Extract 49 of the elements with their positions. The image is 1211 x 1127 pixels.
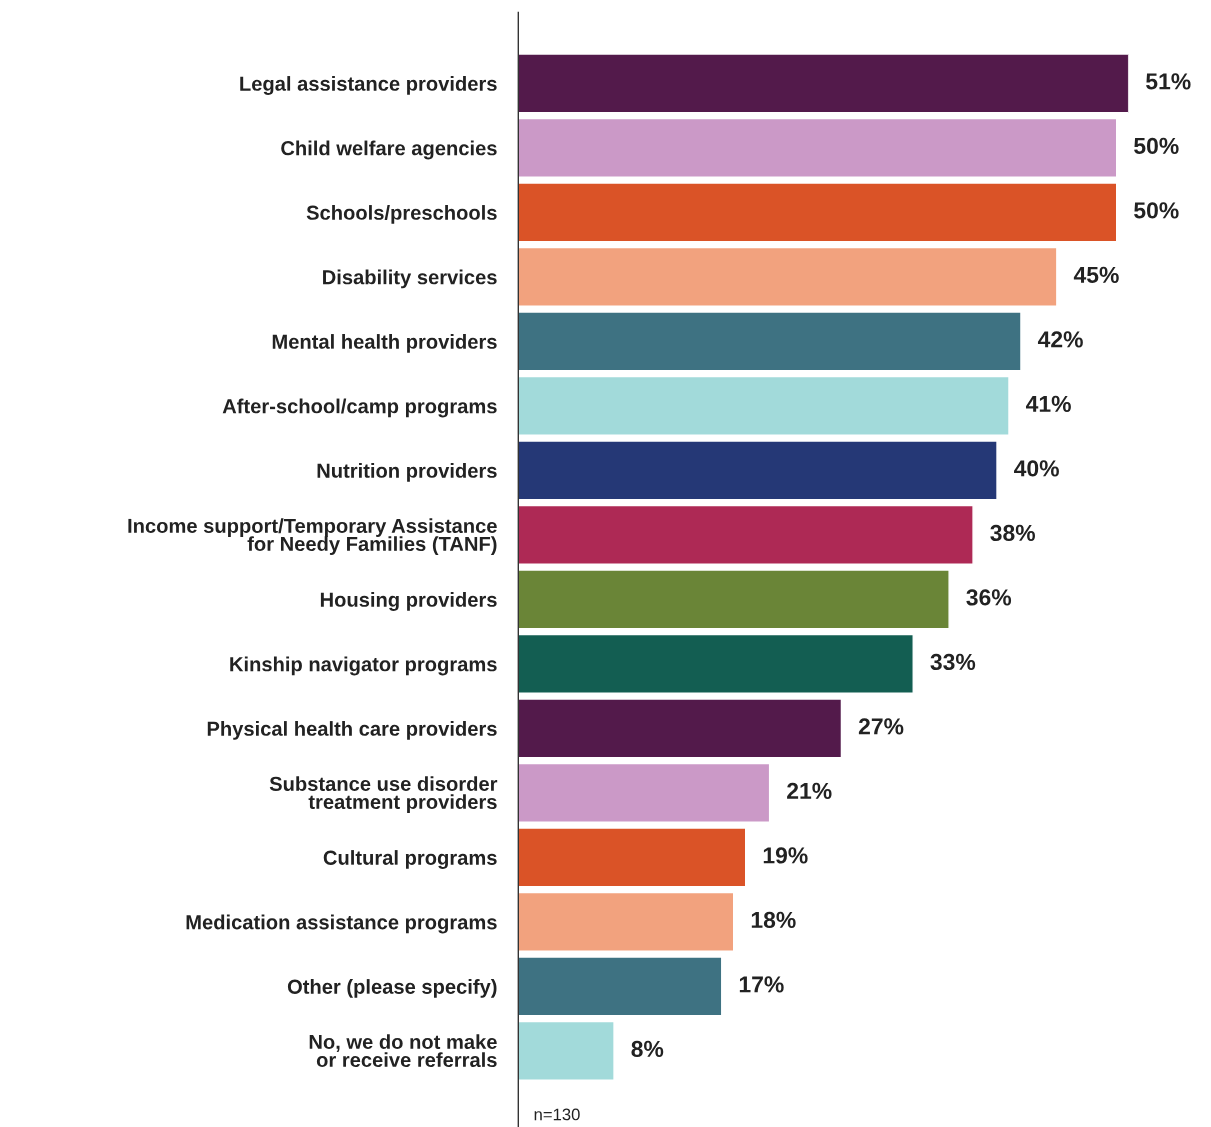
y-tick-label: Legal assistance providers	[240, 76, 497, 95]
bar	[518, 762, 771, 823]
data-label: 33%	[930, 653, 976, 671]
y-tick-label: Disability services	[323, 269, 497, 289]
bar	[518, 698, 843, 759]
bar	[518, 827, 747, 888]
y-tick-label: Schools/preschools	[306, 205, 497, 224]
bar	[518, 117, 1118, 178]
data-label: 40%	[1014, 460, 1059, 477]
bar	[518, 440, 998, 501]
bar	[518, 633, 914, 694]
data-label: 36%	[966, 589, 1012, 606]
bar	[518, 182, 1118, 243]
data-label: 51%	[1146, 73, 1191, 90]
bar	[518, 569, 950, 630]
y-tick-label: Physical health care providers	[207, 721, 497, 740]
y-tick-label: After-school/camp programs	[222, 398, 497, 418]
bar	[518, 504, 974, 565]
data-label: 50%	[1134, 202, 1179, 219]
data-label: 27%	[858, 718, 904, 735]
y-tick-label: Other (please specify)	[287, 979, 497, 998]
bar	[518, 1020, 615, 1081]
data-label: 8%	[631, 1040, 664, 1058]
data-label: 18%	[751, 911, 796, 929]
data-label: 50%	[1134, 137, 1179, 154]
bar	[518, 53, 1129, 114]
bar	[518, 891, 735, 952]
y-tick-label: No, we do not make or receive referrals	[309, 1034, 497, 1068]
data-label: 38%	[990, 524, 1035, 542]
y-tick-label: Substance use disorder treatment providers	[269, 776, 498, 814]
bar	[518, 375, 1010, 436]
bar	[518, 246, 1058, 307]
data-label: 17%	[739, 976, 784, 993]
data-label: 45%	[1073, 266, 1119, 284]
y-tick-label: Mental health providers	[272, 334, 497, 353]
data-label: 19%	[763, 847, 808, 864]
data-label: 21%	[787, 782, 832, 799]
bar	[518, 956, 723, 1017]
y-tick-label: Kinship navigator programs	[230, 656, 497, 676]
y-tick-label: Income support/Temporary Assistance for Needy Families (TANF)	[128, 518, 497, 555]
y-tick-label: Child welfare agencies	[281, 140, 497, 160]
y-tick-label: Medication assistance programs	[186, 914, 497, 934]
bar	[518, 311, 1022, 372]
data-label: 42%	[1037, 331, 1083, 348]
y-tick-label: Cultural programs	[323, 850, 497, 869]
annotation: n=130	[534, 1108, 580, 1121]
y-tick-label: Housing providers	[320, 592, 497, 611]
data-label: 41%	[1025, 395, 1071, 412]
y-tick-label: Nutrition providers	[317, 463, 497, 482]
